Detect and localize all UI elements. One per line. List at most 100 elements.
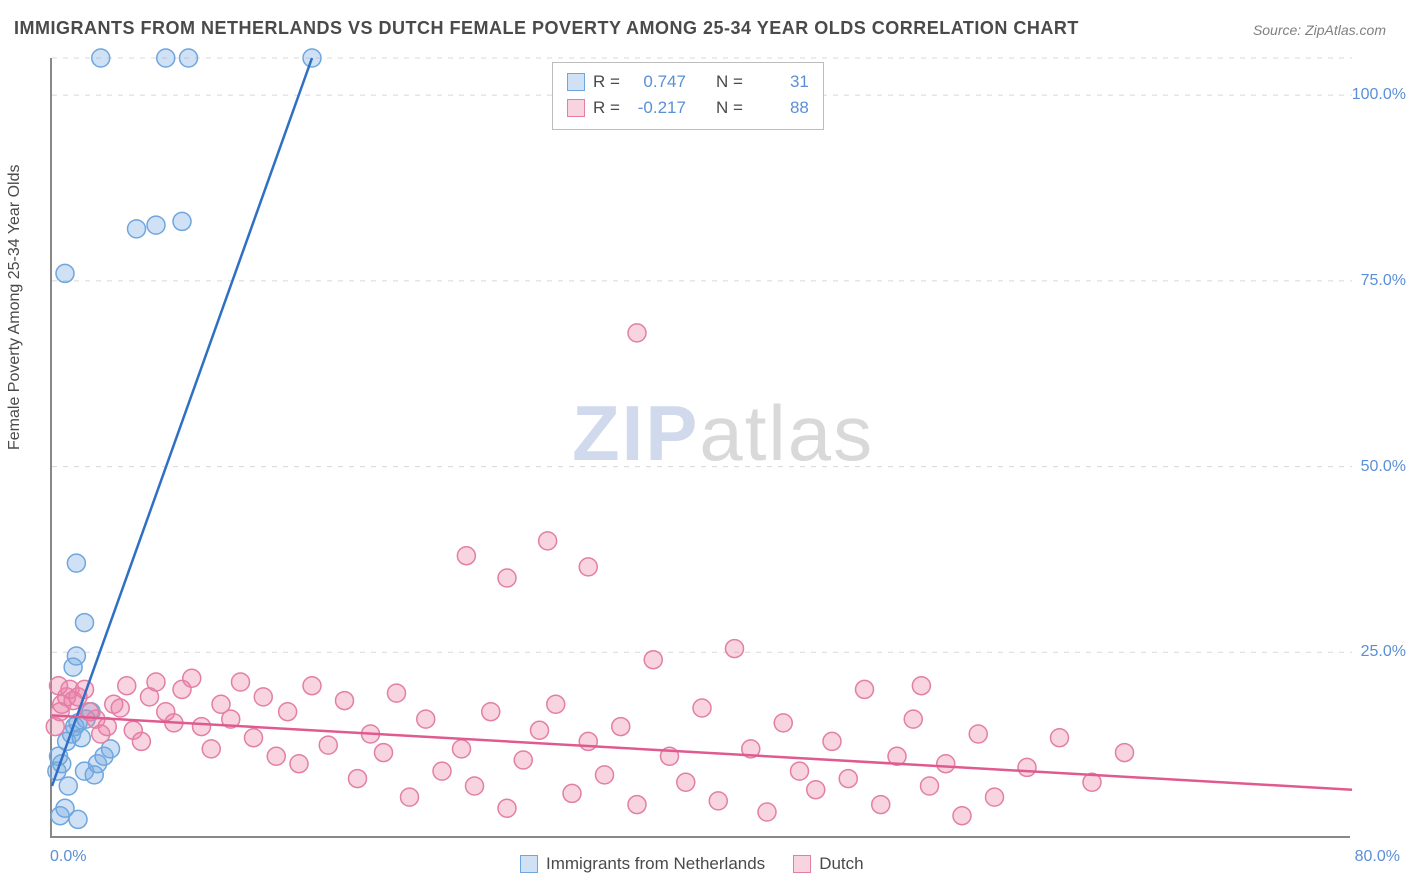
scatter-point-dutch — [290, 755, 308, 773]
x-tick-label: 80.0% — [1355, 848, 1400, 866]
y-tick-label: 75.0% — [1361, 272, 1406, 290]
scatter-point-dutch — [98, 718, 116, 736]
scatter-point-dutch — [319, 736, 337, 754]
scatter-point-dutch — [937, 755, 955, 773]
plot-area: ZIPatlas 25.0%50.0%75.0%100.0% R = 0.747… — [50, 58, 1350, 838]
scatter-point-dutch — [579, 558, 597, 576]
scatter-point-dutch — [921, 777, 939, 795]
scatter-point-dutch — [539, 532, 557, 550]
scatter-point-immigrants — [157, 49, 175, 67]
n-value: 88 — [751, 98, 809, 118]
scatter-point-dutch — [457, 547, 475, 565]
scatter-point-immigrants — [92, 49, 110, 67]
scatter-point-immigrants — [56, 264, 74, 282]
n-value: 31 — [751, 72, 809, 92]
scatter-point-dutch — [50, 677, 68, 695]
scatter-point-dutch — [279, 703, 297, 721]
legend-item-immigrants: Immigrants from Netherlands — [520, 854, 765, 874]
legend-swatch-dutch — [567, 99, 585, 117]
scatter-point-immigrants — [128, 220, 146, 238]
scatter-point-dutch — [1018, 758, 1036, 776]
scatter-point-dutch — [579, 732, 597, 750]
y-tick-label: 100.0% — [1352, 86, 1406, 104]
scatter-point-dutch — [482, 703, 500, 721]
scatter-point-dutch — [303, 677, 321, 695]
scatter-point-dutch — [912, 677, 930, 695]
scatter-point-dutch — [644, 651, 662, 669]
scatter-point-dutch — [349, 770, 367, 788]
r-label: R = — [593, 72, 620, 92]
scatter-point-dutch — [132, 732, 150, 750]
scatter-point-dutch — [628, 324, 646, 342]
scatter-point-dutch — [839, 770, 857, 788]
scatter-point-immigrants — [72, 729, 90, 747]
legend-correlation-box: R = 0.747N = 31R = -0.217N = 88 — [552, 62, 824, 130]
scatter-point-immigrants — [67, 647, 85, 665]
scatter-point-dutch — [453, 740, 471, 758]
scatter-point-dutch — [823, 732, 841, 750]
trend-line-dutch — [52, 715, 1352, 789]
scatter-point-dutch — [111, 699, 129, 717]
scatter-point-dutch — [147, 673, 165, 691]
legend-swatch-dutch — [793, 855, 811, 873]
legend-label: Immigrants from Netherlands — [546, 854, 765, 874]
chart-title: IMMIGRANTS FROM NETHERLANDS VS DUTCH FEM… — [14, 18, 1079, 39]
scatter-point-dutch — [807, 781, 825, 799]
source-attribution: Source: ZipAtlas.com — [1253, 22, 1386, 38]
scatter-point-dutch — [904, 710, 922, 728]
scatter-point-immigrants — [76, 614, 94, 632]
scatter-point-dutch — [693, 699, 711, 717]
scatter-point-immigrants — [180, 49, 198, 67]
y-tick-label: 50.0% — [1361, 458, 1406, 476]
legend-item-dutch: Dutch — [793, 854, 863, 874]
legend-series: Immigrants from Netherlands Dutch — [520, 854, 864, 874]
scatter-point-dutch — [774, 714, 792, 732]
scatter-point-dutch — [758, 803, 776, 821]
scatter-point-dutch — [498, 569, 516, 587]
r-value: -0.217 — [628, 98, 686, 118]
scatter-point-immigrants — [67, 554, 85, 572]
scatter-point-dutch — [183, 669, 201, 687]
scatter-point-dutch — [709, 792, 727, 810]
scatter-point-dutch — [953, 807, 971, 825]
scatter-point-dutch — [547, 695, 565, 713]
scatter-point-dutch — [677, 773, 695, 791]
scatter-point-dutch — [612, 718, 630, 736]
scatter-point-dutch — [466, 777, 484, 795]
scatter-point-dutch — [969, 725, 987, 743]
scatter-point-dutch — [856, 680, 874, 698]
scatter-point-dutch — [628, 796, 646, 814]
scatter-point-dutch — [202, 740, 220, 758]
n-label: N = — [716, 98, 743, 118]
legend-swatch-immigrants — [520, 855, 538, 873]
scatter-point-immigrants — [69, 810, 87, 828]
scatter-point-dutch — [267, 747, 285, 765]
legend-swatch-immigrants — [567, 73, 585, 91]
scatter-point-dutch — [401, 788, 419, 806]
scatter-point-dutch — [336, 692, 354, 710]
scatter-point-dutch — [433, 762, 451, 780]
scatter-point-dutch — [1051, 729, 1069, 747]
scatter-point-dutch — [46, 718, 64, 736]
scatter-point-dutch — [726, 640, 744, 658]
scatter-point-dutch — [986, 788, 1004, 806]
scatter-point-dutch — [254, 688, 272, 706]
legend-label: Dutch — [819, 854, 863, 874]
scatter-point-immigrants — [59, 777, 77, 795]
r-label: R = — [593, 98, 620, 118]
scatter-point-dutch — [193, 718, 211, 736]
scatter-point-dutch — [514, 751, 532, 769]
scatter-point-dutch — [498, 799, 516, 817]
scatter-point-dutch — [531, 721, 549, 739]
r-value: 0.747 — [628, 72, 686, 92]
scatter-point-immigrants — [147, 216, 165, 234]
y-axis-label: Female Poverty Among 25-34 Year Olds — [6, 165, 24, 451]
scatter-point-dutch — [596, 766, 614, 784]
scatter-point-dutch — [232, 673, 250, 691]
scatter-point-dutch — [872, 796, 890, 814]
scatter-point-dutch — [388, 684, 406, 702]
scatter-point-dutch — [791, 762, 809, 780]
y-tick-label: 25.0% — [1361, 643, 1406, 661]
scatter-point-dutch — [245, 729, 263, 747]
scatter-point-dutch — [118, 677, 136, 695]
